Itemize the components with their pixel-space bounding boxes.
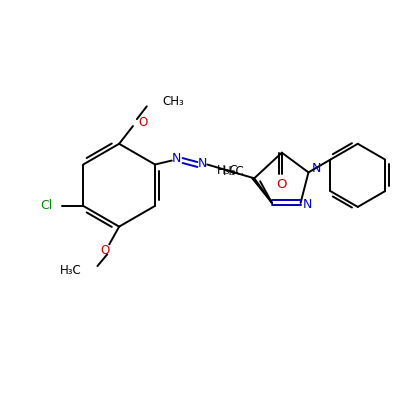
Text: H₃C: H₃C (223, 165, 244, 178)
Text: N: N (198, 157, 207, 170)
Text: N: N (312, 162, 321, 175)
Text: H₃C: H₃C (217, 164, 238, 177)
Text: O: O (276, 178, 287, 191)
Text: CH₃: CH₃ (162, 95, 184, 108)
Text: O: O (101, 244, 110, 257)
Text: N: N (172, 152, 181, 165)
Text: H₃C: H₃C (60, 264, 82, 276)
Text: N: N (303, 198, 312, 212)
Text: Cl: Cl (40, 200, 53, 212)
Text: O: O (139, 116, 148, 128)
